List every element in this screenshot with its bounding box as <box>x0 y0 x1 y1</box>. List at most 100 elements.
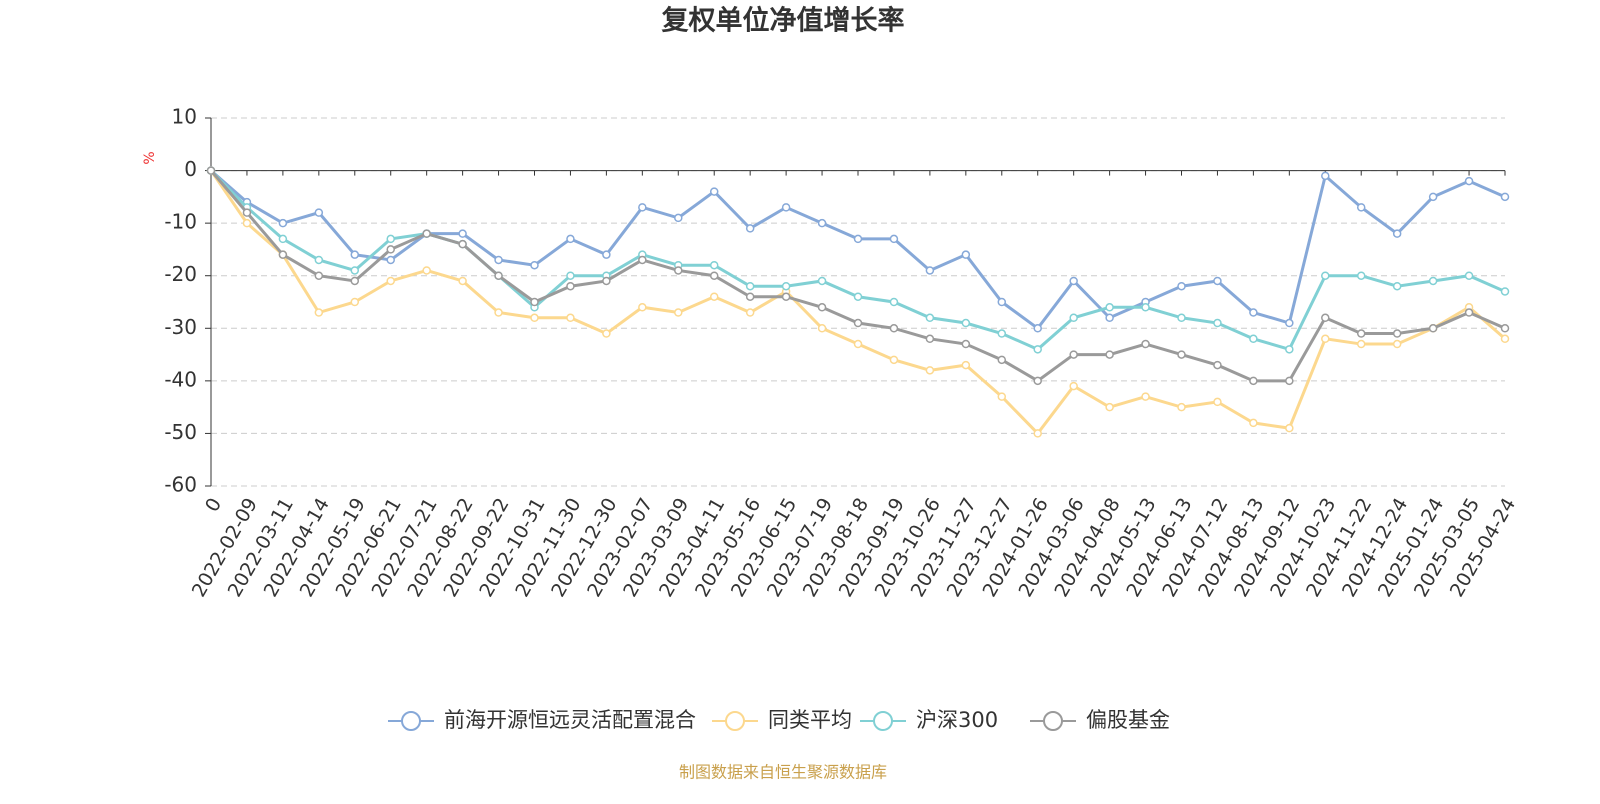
series-point <box>638 303 647 312</box>
chart-title: 复权单位净值增长率 <box>662 5 905 37</box>
series-point <box>278 250 288 259</box>
series-point <box>1069 276 1078 286</box>
series-point <box>494 255 503 265</box>
legend-marker <box>1043 711 1063 731</box>
legend-marker <box>873 711 893 731</box>
series-point <box>1249 334 1258 344</box>
series-point <box>494 308 503 317</box>
series-point <box>925 366 935 375</box>
series-point <box>745 308 755 317</box>
series-point <box>314 308 324 317</box>
series-point <box>997 329 1007 338</box>
series-point <box>638 203 647 212</box>
series-point <box>566 234 575 244</box>
series-point <box>1249 376 1258 386</box>
series-point <box>494 271 503 280</box>
series-point <box>997 355 1007 365</box>
series-point <box>889 355 899 365</box>
series-point <box>1105 303 1114 312</box>
series-point <box>817 303 827 312</box>
series-point <box>386 276 395 286</box>
series-point <box>1464 308 1474 317</box>
series-point <box>1321 313 1330 323</box>
series-point <box>422 266 431 275</box>
y-tick-label: -10 <box>164 210 197 234</box>
y-axis-label: % <box>142 151 158 164</box>
series-point <box>278 218 288 228</box>
y-tick-label: -40 <box>164 367 197 391</box>
series-point <box>206 166 216 175</box>
y-tick-label: -30 <box>164 315 197 339</box>
series-point <box>1033 324 1042 333</box>
series-point <box>1500 192 1510 202</box>
legend-marker <box>401 711 421 731</box>
y-tick-label: -20 <box>164 262 197 286</box>
legend-label: 沪深300 <box>916 708 998 732</box>
series-point <box>709 292 719 301</box>
series-point <box>1500 334 1510 344</box>
y-tick-label: -50 <box>164 420 197 444</box>
series-point <box>1105 402 1114 412</box>
legend-marker <box>725 711 745 731</box>
series-point <box>1105 313 1114 323</box>
series-point <box>889 297 899 307</box>
series-point <box>889 324 899 333</box>
y-tick-label: 10 <box>172 105 197 129</box>
series-point <box>314 271 324 280</box>
series-point <box>602 250 611 259</box>
series-point <box>350 297 360 307</box>
series-point <box>1213 397 1222 407</box>
series-point <box>709 260 719 270</box>
series-point <box>350 276 360 286</box>
series-point <box>458 229 467 238</box>
series-point <box>530 313 539 323</box>
series-point <box>530 297 539 307</box>
series-point <box>1428 276 1438 286</box>
series-point <box>1285 318 1294 328</box>
series-point <box>1033 376 1042 386</box>
series-point <box>1356 203 1366 212</box>
y-tick-label: -60 <box>164 473 197 497</box>
series-point <box>1500 324 1510 333</box>
series-point <box>709 271 719 280</box>
series-point <box>242 218 252 228</box>
series-point <box>530 260 539 270</box>
series-point <box>961 339 971 349</box>
series-point <box>314 255 324 265</box>
series-point <box>314 208 324 217</box>
series-point <box>1285 376 1294 386</box>
series-point <box>1321 334 1330 344</box>
series-point <box>853 318 863 328</box>
source-note: 制图数据来自恒生聚源数据库 <box>679 763 887 782</box>
series-point <box>566 313 575 323</box>
series-point <box>1428 192 1438 202</box>
series-point <box>674 266 683 275</box>
series-point <box>853 234 863 244</box>
series-point <box>674 213 683 223</box>
series-point <box>1141 339 1150 349</box>
series-point <box>1069 381 1078 391</box>
series-point <box>1428 324 1438 333</box>
series-point <box>458 276 467 286</box>
series-point <box>1069 313 1078 323</box>
series-point <box>817 276 827 286</box>
series-point <box>386 255 395 265</box>
series-point <box>1356 271 1366 280</box>
series-point <box>709 187 719 196</box>
series-point <box>961 250 971 259</box>
series-point <box>386 234 395 244</box>
series-point <box>817 218 827 228</box>
series-point <box>1177 350 1186 359</box>
series-point <box>1500 287 1510 296</box>
series-point <box>1213 360 1222 370</box>
series-point <box>350 250 360 259</box>
y-tick-label: 0 <box>184 157 197 181</box>
legend-label: 前海开源恒远灵活配置混合 <box>444 708 696 732</box>
series-point <box>1356 339 1366 349</box>
series-point <box>745 292 755 301</box>
series-point <box>1392 329 1402 338</box>
series-point <box>1285 345 1294 354</box>
legend-label: 同类平均 <box>768 708 852 732</box>
series-point <box>566 271 575 280</box>
